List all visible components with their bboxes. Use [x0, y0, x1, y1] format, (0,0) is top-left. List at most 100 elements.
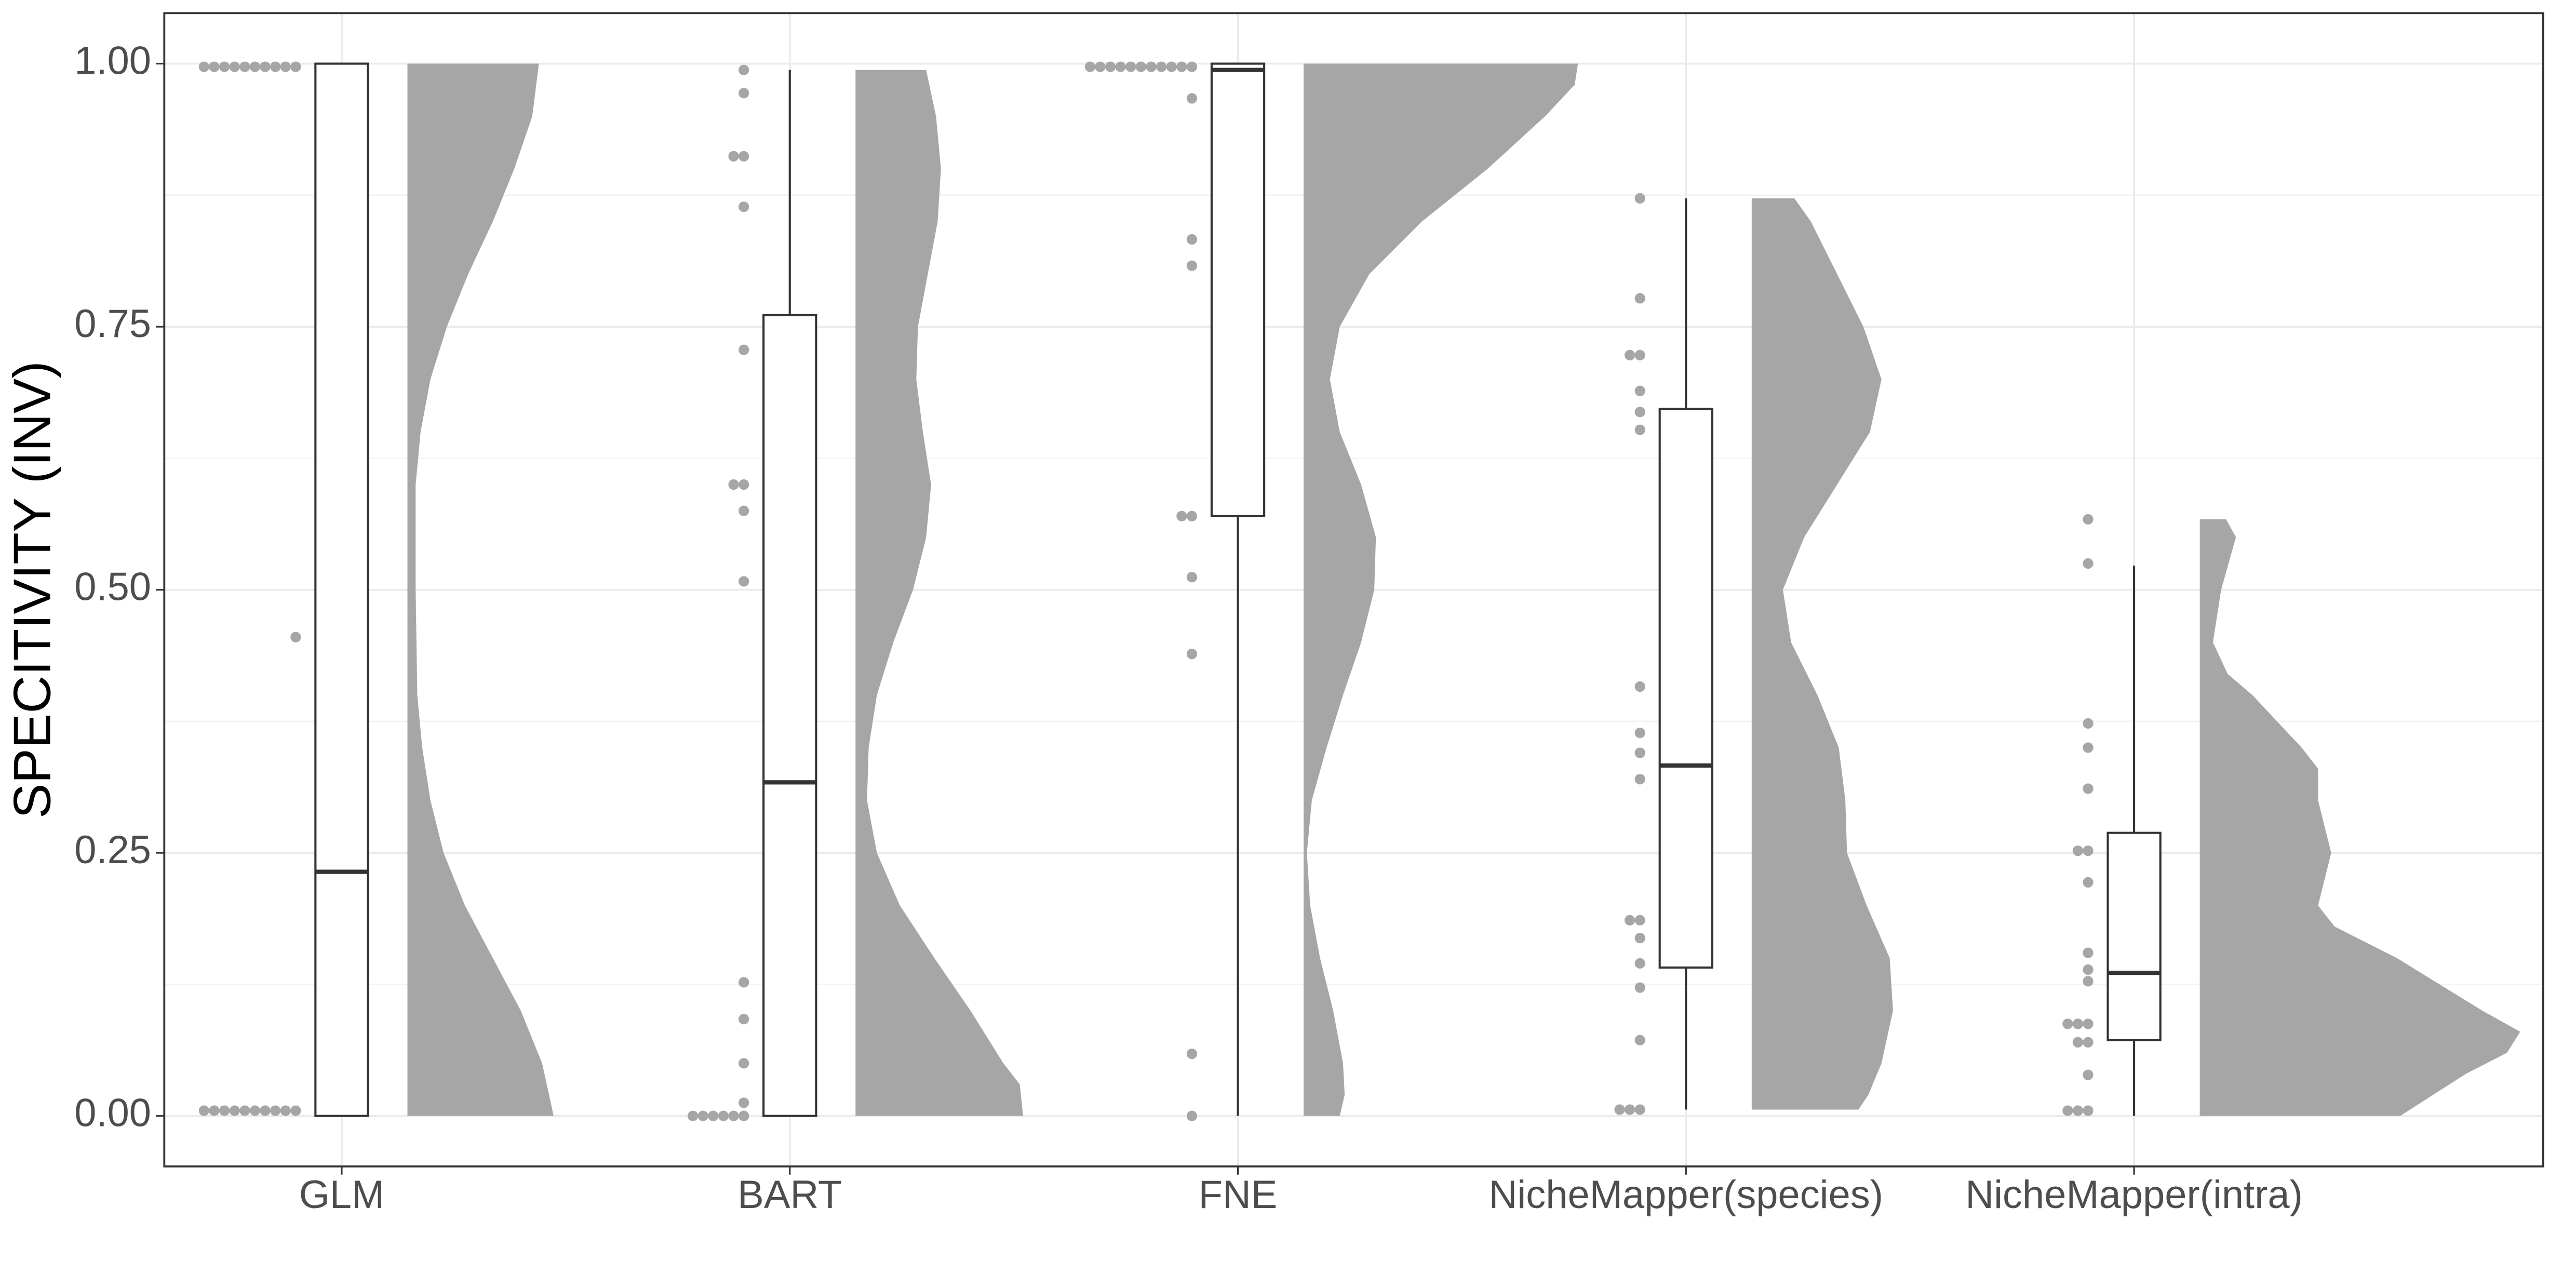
point: [209, 1105, 220, 1116]
point: [1634, 424, 1645, 435]
point: [2083, 877, 2094, 888]
point: [1084, 61, 1095, 72]
point: [2083, 1037, 2094, 1048]
box: [2107, 831, 2162, 1041]
point: [739, 201, 749, 212]
point: [2072, 1037, 2084, 1048]
y-tick-label: 1.00: [74, 39, 151, 83]
y-tick-label: 0.50: [74, 565, 151, 609]
point: [1095, 61, 1106, 72]
point: [2072, 1105, 2084, 1116]
point: [2083, 1018, 2094, 1029]
point: [2083, 976, 2094, 987]
point: [1176, 511, 1187, 521]
x-tick-label: NicheMapper(intra): [1965, 1173, 2303, 1217]
point: [1115, 61, 1126, 72]
point: [2083, 718, 2094, 729]
density: [1304, 63, 1578, 1116]
point: [198, 61, 209, 72]
point: [290, 1105, 301, 1116]
point: [1634, 1104, 1645, 1115]
point: [1614, 1104, 1625, 1115]
point: [2083, 783, 2094, 794]
point: [1186, 93, 1198, 104]
point: [219, 1105, 230, 1116]
point: [1634, 747, 1645, 758]
point: [687, 1110, 699, 1121]
point: [1186, 1110, 1198, 1121]
point: [1634, 728, 1645, 739]
point: [270, 1105, 281, 1116]
point: [1634, 958, 1645, 969]
panel-border: [163, 12, 2544, 1168]
x-tick-label: BART: [737, 1173, 842, 1217]
box: [1658, 408, 1713, 969]
point: [1186, 511, 1198, 521]
point: [1634, 385, 1645, 396]
x-tick-label: GLM: [299, 1173, 385, 1217]
point: [739, 479, 749, 490]
point: [1186, 572, 1198, 583]
point: [739, 1058, 749, 1069]
point: [708, 1110, 719, 1121]
point: [2083, 514, 2094, 525]
point: [2083, 1105, 2094, 1116]
point: [739, 64, 749, 75]
point: [1186, 260, 1198, 271]
point: [1186, 649, 1198, 660]
point: [260, 1105, 271, 1116]
point: [2083, 845, 2094, 856]
point: [728, 479, 739, 490]
density: [407, 63, 554, 1116]
point: [1634, 293, 1645, 304]
point: [290, 61, 301, 72]
point: [728, 151, 739, 162]
point: [739, 977, 749, 988]
point: [1176, 61, 1187, 72]
point: [739, 576, 749, 587]
x-tick-label: FNE: [1199, 1173, 1278, 1217]
point: [2083, 742, 2094, 753]
point: [260, 61, 271, 72]
point: [739, 88, 749, 99]
point: [280, 1105, 291, 1116]
point: [1125, 61, 1136, 72]
point: [1624, 915, 1635, 925]
point: [739, 1014, 749, 1025]
point: [1634, 982, 1645, 993]
point: [718, 1110, 729, 1121]
box: [1210, 62, 1266, 517]
point: [249, 61, 261, 72]
density: [2199, 519, 2520, 1116]
point: [2083, 558, 2094, 569]
point: [280, 61, 291, 72]
point: [2083, 947, 2094, 958]
point: [739, 1097, 749, 1108]
point: [1624, 1104, 1635, 1115]
y-tick-label: 0.00: [74, 1091, 151, 1135]
point: [239, 1105, 250, 1116]
point: [249, 1105, 261, 1116]
point: [270, 61, 281, 72]
point: [2062, 1018, 2073, 1029]
point: [739, 1110, 749, 1121]
point: [1146, 61, 1157, 72]
point: [2083, 1069, 2094, 1080]
point: [1634, 350, 1645, 360]
point: [1634, 915, 1645, 925]
point: [728, 1110, 739, 1121]
point: [1105, 61, 1116, 72]
y-tick-label: 0.25: [74, 828, 151, 872]
point: [697, 1110, 708, 1121]
x-tick-label: NicheMapper(species): [1489, 1173, 1883, 1217]
point: [1634, 1035, 1645, 1045]
point: [209, 61, 220, 72]
point: [239, 61, 250, 72]
point: [739, 151, 749, 162]
point: [1186, 234, 1198, 245]
point: [2083, 964, 2094, 975]
y-axis-title: SPECITIVITY (INV): [3, 361, 61, 819]
point: [739, 505, 749, 516]
